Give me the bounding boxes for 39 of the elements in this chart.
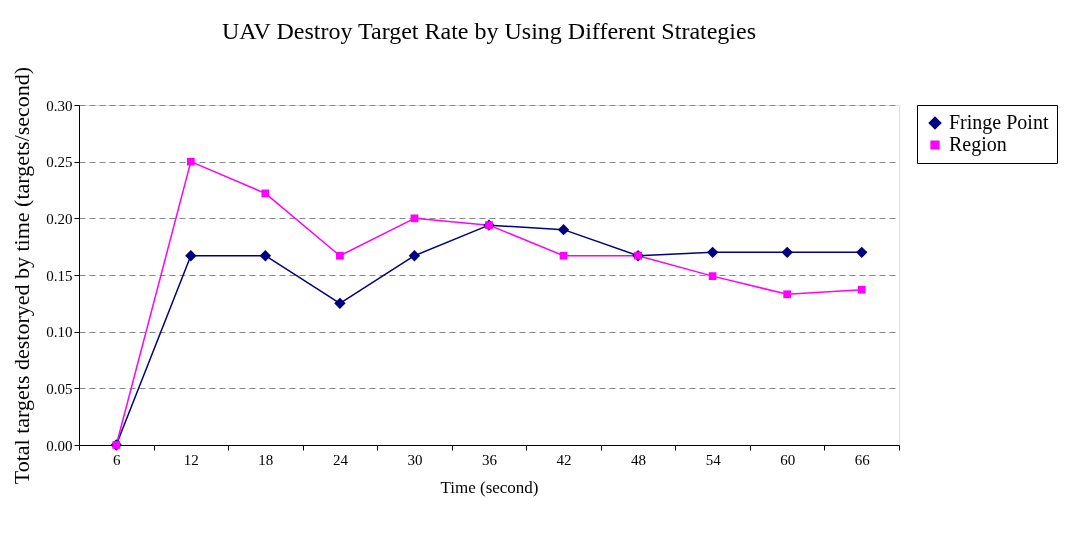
x-tick-label: 42 — [556, 451, 572, 468]
point — [410, 214, 419, 223]
legend-label: Fringe Point — [949, 111, 1049, 134]
y-tick-label: 0.20 — [46, 210, 73, 227]
x-axis-title: Time (second) — [440, 477, 539, 497]
x-tick-label: 24 — [332, 451, 349, 468]
x-tick-label: 48 — [631, 451, 647, 468]
point — [185, 250, 197, 262]
point — [259, 250, 272, 262]
point — [336, 251, 344, 260]
point — [856, 246, 868, 259]
point — [708, 272, 717, 281]
y-axis-title: Total targets destoryed by time (targets/second) — [9, 66, 35, 485]
x-tick-label: 30 — [407, 451, 423, 468]
y-tick-label: 0.05 — [46, 380, 73, 397]
legend-label: Region — [949, 133, 1007, 156]
y-tick-label: 0.10 — [46, 324, 73, 341]
point — [559, 251, 568, 260]
point — [557, 223, 570, 236]
x-tick-label: 18 — [258, 451, 274, 468]
y-tick-label: 0.25 — [46, 154, 73, 171]
point — [408, 250, 421, 262]
x-tick-label: 36 — [482, 451, 498, 468]
x-tick-label: 6 — [113, 451, 122, 468]
x-tick-label: 54 — [705, 451, 722, 468]
point — [783, 290, 792, 299]
x-tick-label: 12 — [183, 451, 199, 468]
point — [781, 246, 793, 259]
y-tick-label: 0.00 — [46, 437, 73, 454]
point — [334, 297, 346, 310]
point — [706, 246, 719, 259]
y-tick-label: 0.30 — [46, 97, 73, 114]
point — [857, 285, 866, 294]
chart-title: UAV Destroy Target Rate by Using Different Strategies — [221, 18, 757, 45]
point — [186, 157, 195, 166]
x-tick-label: 60 — [780, 451, 796, 468]
y-tick-label: 0.15 — [46, 267, 73, 284]
x-tick-label: 66 — [854, 451, 871, 468]
point — [261, 189, 270, 198]
